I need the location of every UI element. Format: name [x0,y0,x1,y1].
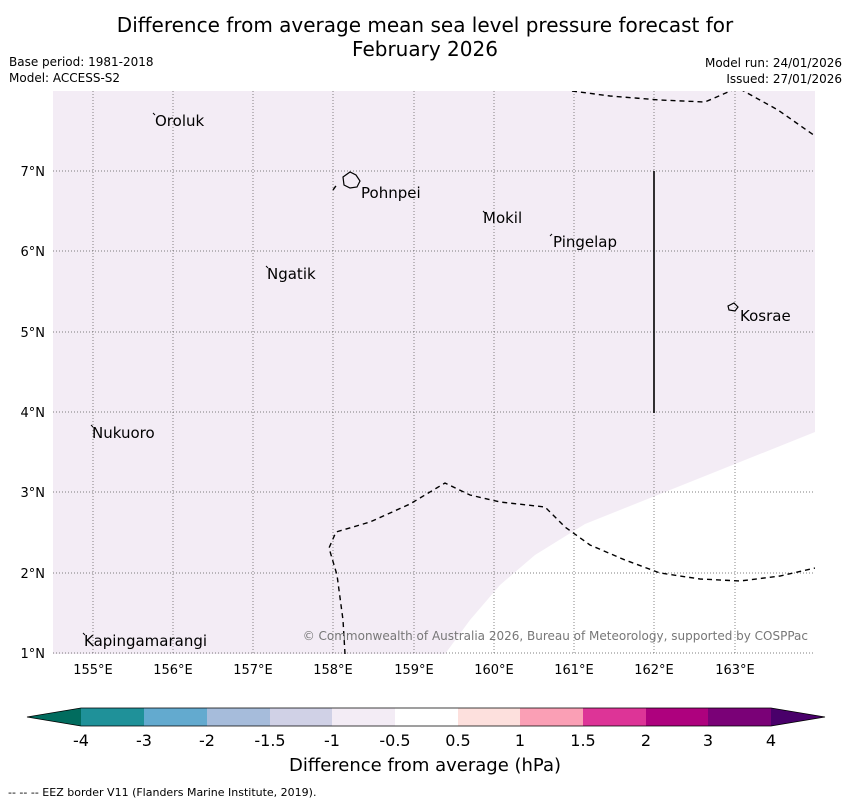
model-name: Model: ACCESS-S2 [9,71,121,85]
colorbar-segment-6 [395,708,458,726]
colorbar-segment-10 [646,708,708,726]
colorbar-label-8: 1 [515,731,525,750]
pingelap-marker [549,233,553,237]
eez-border-northeast [742,91,815,137]
lat-label-6n: 6°N [21,245,46,260]
lat-label-2n: 2°N [21,567,46,582]
issued-date: Issued: 27/01/2026 [726,72,842,86]
island-outlines [342,171,739,312]
title-line-1: Difference from average mean sea level p… [116,13,734,37]
colorbar-title: Difference from average (hPa) [288,755,562,776]
lon-label-159e: 159°E [394,663,434,678]
kapingamarangi-marker [82,632,86,636]
place-pohnpei: Pohnpei [361,184,421,202]
lon-label-160e: 160°E [474,663,514,678]
place-oroluk: Oroluk [155,112,204,130]
nukuoro-marker [90,424,94,428]
place-ngatik: Ngatik [267,265,316,283]
eez-border-north [571,91,733,103]
place-mokil: Mokil [483,209,522,227]
place-names: Oroluk Pohnpei Mokil Pingelap Ngatik Kos… [84,112,791,650]
base-period: Base period: 1981-2018 [9,55,154,69]
colorbar [26,707,826,727]
lat-label-3n: 3°N [21,486,46,501]
map-title: Difference from average mean sea level p… [0,13,850,61]
colorbar-label-6: -0.5 [379,731,410,750]
model-run-date: Model run: 24/01/2026 [704,56,842,70]
ngatik-marker [265,265,269,269]
colorbar-label-7: 0.5 [445,731,470,750]
place-kapingamarangi: Kapingamarangi [84,632,207,650]
colorbar-segment-11 [708,708,771,726]
colorbar-outline [26,707,826,727]
colorbar-extend-low [27,708,81,726]
place-pingelap: Pingelap [553,233,617,251]
colorbar-label-4: -1.5 [254,731,285,750]
lon-label-162e: 162°E [634,663,674,678]
eez-border-south [328,482,815,654]
colorbar-segment-9 [583,708,646,726]
colorbar-segment-7 [458,708,520,726]
title-line-2: February 2026 [352,37,498,61]
place-kosrae: Kosrae [740,307,791,325]
colorbar-label-12: 4 [766,731,776,750]
eez-legend-note: -- -- -- EEZ border V11 (Flanders Marine… [8,786,317,799]
colorbar-label-3: -2 [199,731,215,750]
colorbar-segment-1 [81,708,144,726]
eez-border-fragment [332,182,339,191]
pohnpei-outline [342,171,361,189]
lat-label-4n: 4°N [21,406,46,421]
lon-label-157e: 157°E [233,663,273,678]
mokil-marker [482,210,486,214]
lon-label-156e: 156°E [153,663,193,678]
colorbar-label-5: -1 [324,731,340,750]
atoll-markers [82,112,553,636]
lat-label-1n: 1°N [21,647,46,662]
lon-label-158e: 158°E [313,663,353,678]
copyright-notice: © Commonwealth of Australia 2026, Bureau… [303,629,808,643]
kosrae-outline [727,302,739,312]
oroluk-marker [152,112,156,116]
colorbar-label-11: 3 [703,731,713,750]
colorbar-label-1: -4 [73,731,89,750]
anomaly-region-near-zero [445,432,815,654]
colorbar-segment-3 [207,708,270,726]
colorbar-segment-2 [144,708,207,726]
eez-borders [328,91,815,654]
colorbar-label-2: -3 [136,731,152,750]
lon-label-163e: 163°E [715,663,755,678]
lat-label-5n: 5°N [21,326,46,341]
colorbar-labels: -4 -3 -2 -1.5 -1 -0.5 0.5 1 1.5 2 3 4 [73,731,776,750]
colorbar-segment-4 [270,708,332,726]
lon-label-161e: 161°E [554,663,594,678]
pressure-anomaly-field [53,91,815,654]
place-nukuoro: Nukuoro [92,424,155,442]
longitude-labels: 155°E 156°E 157°E 158°E 159°E 160°E 161°… [73,663,755,678]
colorbar-segment-8 [520,708,583,726]
colorbar-extend-high [771,708,825,726]
colorbar-label-9: 1.5 [570,731,595,750]
latitude-labels: 7°N 6°N 5°N 4°N 3°N 2°N 1°N [21,165,46,662]
colorbar-segment-5 [332,708,395,726]
map-gridlines [53,91,815,654]
lon-label-155e: 155°E [73,663,113,678]
lat-label-7n: 7°N [21,165,46,180]
colorbar-label-10: 2 [641,731,651,750]
